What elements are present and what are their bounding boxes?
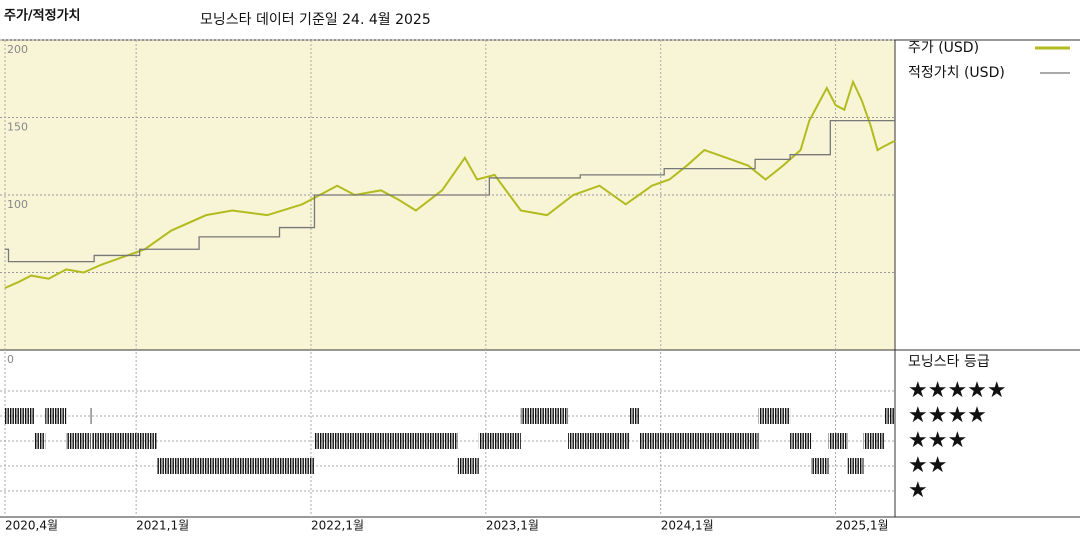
rating-label: ★★★★★: [908, 378, 1007, 403]
rating-bar: [811, 458, 829, 474]
rating-bar: [314, 433, 458, 449]
rating-bar: [639, 433, 759, 449]
y-tick-label: 200: [7, 43, 28, 56]
rating-bar: [520, 408, 569, 424]
rating-bar: [790, 433, 812, 449]
y-tick-label: 100: [7, 198, 28, 211]
rating-bar: [847, 458, 864, 474]
series-line: [5, 119, 895, 263]
rating-bar: [828, 433, 848, 449]
rating-bar: [478, 433, 521, 449]
rating-bar: [90, 408, 93, 424]
rating-bar: [758, 408, 791, 424]
rating-title: 모닝스타 등급: [908, 354, 990, 370]
rating-bar: [629, 408, 640, 424]
x-tick-label: 2020,4월: [5, 519, 58, 533]
x-tick-label: 2023,1월: [486, 519, 539, 533]
x-tick-label: 2021,1월: [136, 519, 189, 533]
rating-bar: [45, 408, 67, 424]
rating-bar: [568, 433, 630, 449]
rating-bar: [157, 458, 315, 474]
legend-label: 적정가치 (USD): [908, 65, 1005, 81]
plot: 0 100 150 200 2020,4월 2021,1월 2022,1월 2023,1월 20…: [0, 39, 1070, 533]
rating-bar: [884, 408, 895, 424]
rating-bar: [92, 433, 158, 449]
y-tick-label: 0: [7, 353, 14, 366]
chart-subtitle: 모닝스타 데이터 기준일 24. 4월 2025: [200, 12, 431, 28]
rating-label: ★★: [908, 453, 947, 478]
x-tick-label: 2025,1월: [836, 519, 889, 533]
legend-label: 주가 (USD): [908, 40, 979, 56]
chart-title: 주가/적정가치: [4, 8, 81, 24]
rating-label: ★★★: [908, 428, 967, 453]
rating-bar: [34, 433, 46, 449]
rating-label: ★★★★: [908, 403, 987, 428]
rating-bar: [66, 433, 91, 449]
x-tick-label: 2024,1월: [661, 519, 714, 533]
rating-bar: [863, 433, 885, 449]
y-tick-label: 150: [7, 121, 28, 134]
rating-label: ★: [908, 478, 928, 503]
rating-bar: [457, 458, 479, 474]
series-line: [4, 79, 896, 289]
rating-bar: [5, 408, 35, 424]
x-tick-label: 2022,1월: [311, 519, 364, 533]
